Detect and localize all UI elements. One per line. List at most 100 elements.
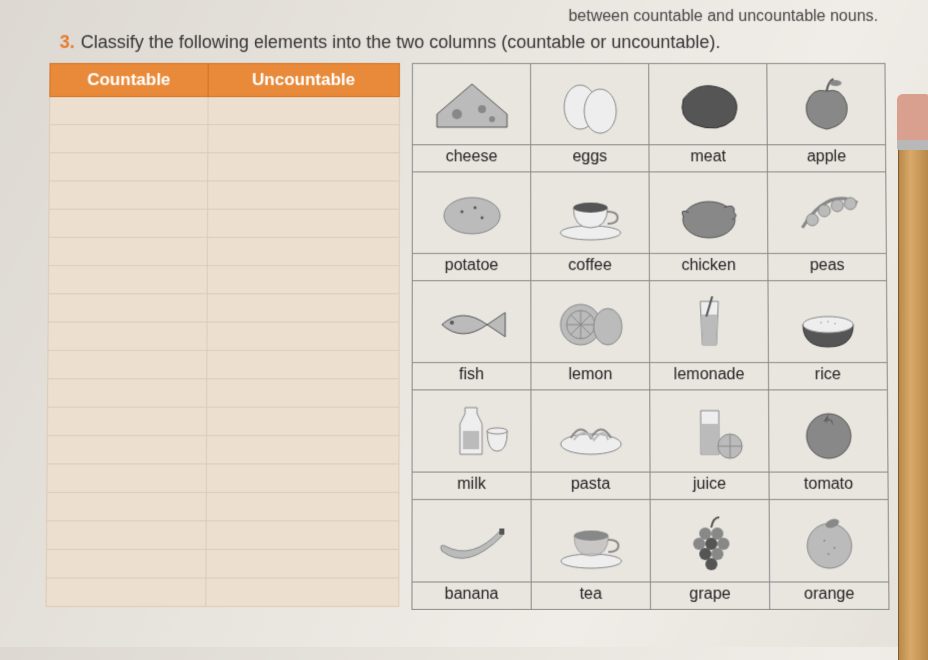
exercise-page: between countable and uncountable nouns.… (0, 0, 928, 610)
cell-uncountable[interactable] (207, 153, 399, 181)
cell-countable[interactable] (47, 464, 206, 492)
food-label: cheese (413, 144, 530, 171)
cell-uncountable[interactable] (206, 379, 399, 407)
cell-countable[interactable] (47, 521, 206, 550)
juice-icon (650, 390, 768, 471)
cell-countable[interactable] (46, 549, 205, 578)
food-cell-pasta: pasta (531, 390, 650, 500)
cell-countable[interactable] (49, 181, 207, 209)
cell-uncountable[interactable] (207, 97, 399, 125)
food-cell-chicken: chicken (649, 172, 768, 281)
food-cell-meat: meat (649, 64, 768, 172)
cell-uncountable[interactable] (205, 578, 399, 607)
potato-icon (413, 172, 531, 253)
food-cell-milk: milk (412, 390, 531, 500)
cell-uncountable[interactable] (206, 464, 399, 492)
food-label: chicken (650, 253, 768, 280)
food-label: lemon (531, 362, 649, 389)
food-cell-tomato: tomato (769, 390, 889, 500)
cell-uncountable[interactable] (206, 350, 399, 378)
food-label: orange (770, 581, 888, 609)
food-cell-coffee: coffee (531, 172, 650, 281)
food-label: grape (651, 581, 769, 609)
food-label: tomato (769, 472, 887, 499)
cell-countable[interactable] (48, 379, 207, 407)
cell-uncountable[interactable] (207, 237, 399, 265)
cell-countable[interactable] (48, 322, 207, 350)
cell-uncountable[interactable] (206, 322, 399, 350)
classify-table: Countable Uncountable (46, 63, 400, 607)
food-grid: cheeseeggsmeatapplepotatoecoffeechickenp… (411, 63, 889, 610)
question-text: Classify the following elements into the… (81, 32, 721, 53)
food-label: tea (532, 581, 650, 609)
food-label: juice (651, 472, 769, 499)
content-row: Countable Uncountable cheeseeggsmeatappl… (46, 63, 923, 610)
pasta-icon (531, 390, 649, 471)
cell-countable[interactable] (48, 266, 206, 294)
cell-countable[interactable] (49, 125, 207, 153)
lemonade-icon (650, 281, 768, 362)
cell-uncountable[interactable] (205, 549, 398, 578)
chicken-icon (650, 172, 768, 253)
lemon-icon (531, 281, 649, 362)
cell-countable[interactable] (49, 153, 207, 181)
food-cell-eggs: eggs (531, 64, 649, 172)
cell-uncountable[interactable] (207, 209, 399, 237)
coffee-icon (531, 172, 649, 253)
food-label: milk (413, 472, 531, 499)
food-label: potatoe (413, 253, 531, 280)
cell-countable[interactable] (46, 578, 205, 607)
cell-countable[interactable] (49, 209, 207, 237)
food-label: eggs (531, 144, 648, 171)
food-cell-lemonade: lemonade (649, 281, 768, 390)
cell-uncountable[interactable] (207, 125, 399, 153)
col-header-countable: Countable (50, 64, 208, 97)
cell-uncountable[interactable] (207, 266, 399, 294)
food-cell-potato: potatoe (412, 172, 531, 281)
food-label: coffee (531, 253, 649, 280)
food-label: banana (412, 581, 530, 609)
cell-countable[interactable] (49, 237, 207, 265)
fish-icon (413, 281, 531, 362)
cell-countable[interactable] (50, 97, 208, 125)
food-label: fish (413, 362, 531, 389)
food-cell-tea: tea (531, 500, 650, 610)
food-cell-cheese: cheese (412, 64, 530, 172)
tea-icon (532, 500, 650, 581)
food-cell-grape: grape (650, 500, 770, 610)
cell-countable[interactable] (48, 350, 207, 378)
grape-icon (651, 500, 769, 581)
food-cell-lemon: lemon (531, 281, 650, 390)
cheese-icon (413, 64, 530, 144)
cell-countable[interactable] (47, 407, 206, 435)
tomato-icon (769, 390, 887, 471)
food-label: pasta (532, 472, 650, 499)
food-cell-peas: peas (767, 172, 886, 281)
cell-uncountable[interactable] (206, 492, 399, 520)
eggs-icon (531, 64, 648, 144)
cell-uncountable[interactable] (207, 181, 399, 209)
milk-icon (413, 390, 531, 471)
food-label: meat (649, 144, 766, 171)
orange-icon (770, 500, 889, 581)
food-cell-fish: fish (412, 281, 531, 390)
food-cell-apple: apple (767, 64, 886, 172)
cell-uncountable[interactable] (206, 436, 399, 464)
food-label: peas (768, 253, 886, 280)
banana-icon (412, 500, 530, 581)
col-header-uncountable: Uncountable (208, 64, 400, 97)
food-cell-juice: juice (650, 390, 769, 500)
food-cell-orange: orange (769, 500, 889, 610)
question-line: 3. Classify the following elements into … (50, 32, 919, 53)
cell-countable[interactable] (47, 436, 206, 464)
cell-uncountable[interactable] (206, 521, 399, 550)
cell-countable[interactable] (48, 294, 207, 322)
food-label: rice (769, 362, 887, 389)
food-cell-rice: rice (768, 281, 887, 390)
cell-countable[interactable] (47, 492, 206, 520)
food-cell-banana: banana (412, 500, 531, 610)
cell-uncountable[interactable] (206, 407, 399, 435)
cell-uncountable[interactable] (207, 294, 400, 322)
peas-icon (768, 172, 886, 253)
food-label: lemonade (650, 362, 768, 389)
